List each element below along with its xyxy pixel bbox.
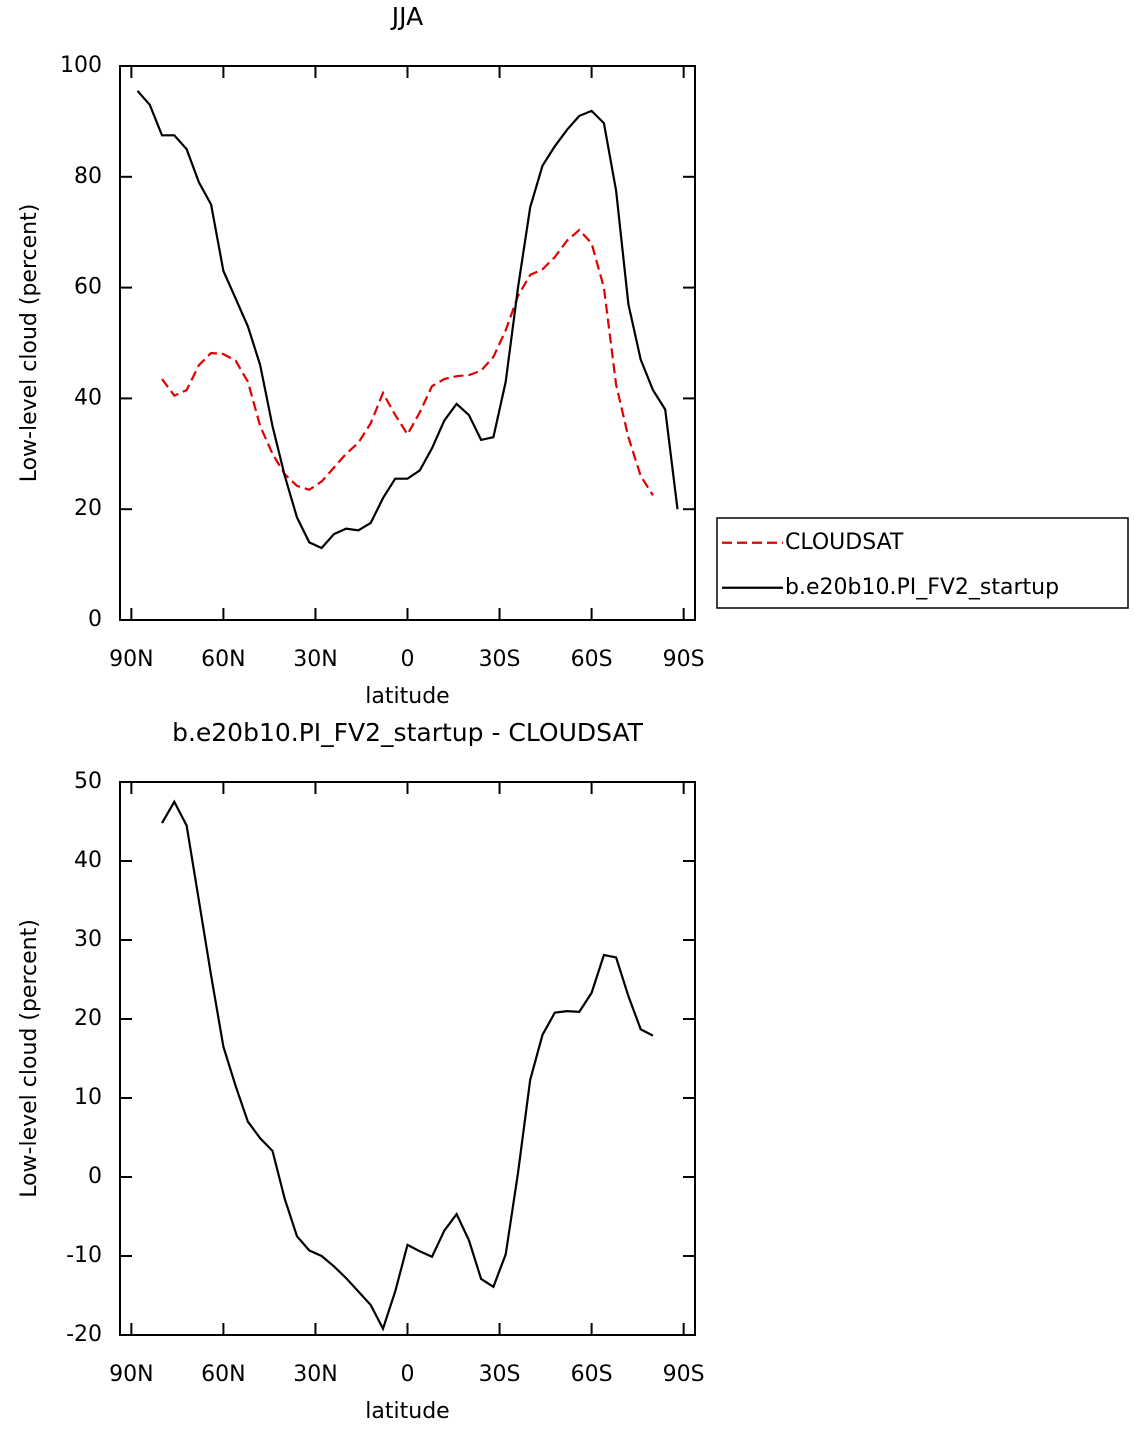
x-tick-label: 30S bbox=[479, 647, 521, 672]
y-tick-label: 40 bbox=[74, 385, 102, 410]
plot-frame bbox=[119, 781, 696, 1336]
x-tick-label: 0 bbox=[401, 647, 415, 672]
y-tick-label: 60 bbox=[74, 275, 102, 300]
legend-box bbox=[716, 517, 1129, 609]
y-tick-label: -20 bbox=[66, 1322, 102, 1347]
y-tick-label: 20 bbox=[74, 1006, 102, 1031]
y-tick-label: 30 bbox=[74, 927, 102, 952]
y-tick-label: -10 bbox=[66, 1243, 102, 1268]
x-tick-label: 90N bbox=[109, 1362, 153, 1387]
legend-label: b.e20b10.PI_FV2_startup bbox=[785, 575, 1059, 600]
y-axis-label: Low-level cloud (percent) bbox=[17, 204, 42, 483]
x-axis-label: latitude bbox=[365, 1399, 449, 1424]
y-tick-label: 40 bbox=[74, 848, 102, 873]
y-tick-label: 100 bbox=[60, 53, 102, 78]
y-tick-label: 80 bbox=[74, 164, 102, 189]
x-tick-label: 60N bbox=[201, 647, 245, 672]
chart-title: JJA bbox=[390, 2, 423, 31]
x-tick-label: 0 bbox=[401, 1362, 415, 1387]
y-tick-label: 0 bbox=[88, 1164, 102, 1189]
x-tick-label: 60S bbox=[571, 647, 613, 672]
x-tick-label: 90S bbox=[663, 1362, 705, 1387]
x-tick-label: 30S bbox=[479, 1362, 521, 1387]
y-tick-label: 20 bbox=[74, 496, 102, 521]
y-tick-label: 50 bbox=[74, 769, 102, 794]
x-tick-label: 90S bbox=[663, 647, 705, 672]
data-line bbox=[161, 799, 654, 1332]
legend-label: CLOUDSAT bbox=[785, 530, 904, 555]
y-tick-label: 0 bbox=[88, 607, 102, 632]
y-tick-label: 10 bbox=[74, 1085, 102, 1110]
x-tick-label: 60N bbox=[201, 1362, 245, 1387]
x-tick-label: 60S bbox=[571, 1362, 613, 1387]
x-tick-label: 30N bbox=[293, 1362, 337, 1387]
chart-title: b.e20b10.PI_FV2_startup - CLOUDSAT bbox=[172, 718, 644, 747]
data-line bbox=[136, 90, 679, 550]
x-tick-label: 90N bbox=[109, 647, 153, 672]
x-axis-label: latitude bbox=[365, 684, 449, 709]
data-line bbox=[161, 228, 654, 496]
y-axis-label: Low-level cloud (percent) bbox=[17, 919, 42, 1198]
x-tick-label: 30N bbox=[293, 647, 337, 672]
